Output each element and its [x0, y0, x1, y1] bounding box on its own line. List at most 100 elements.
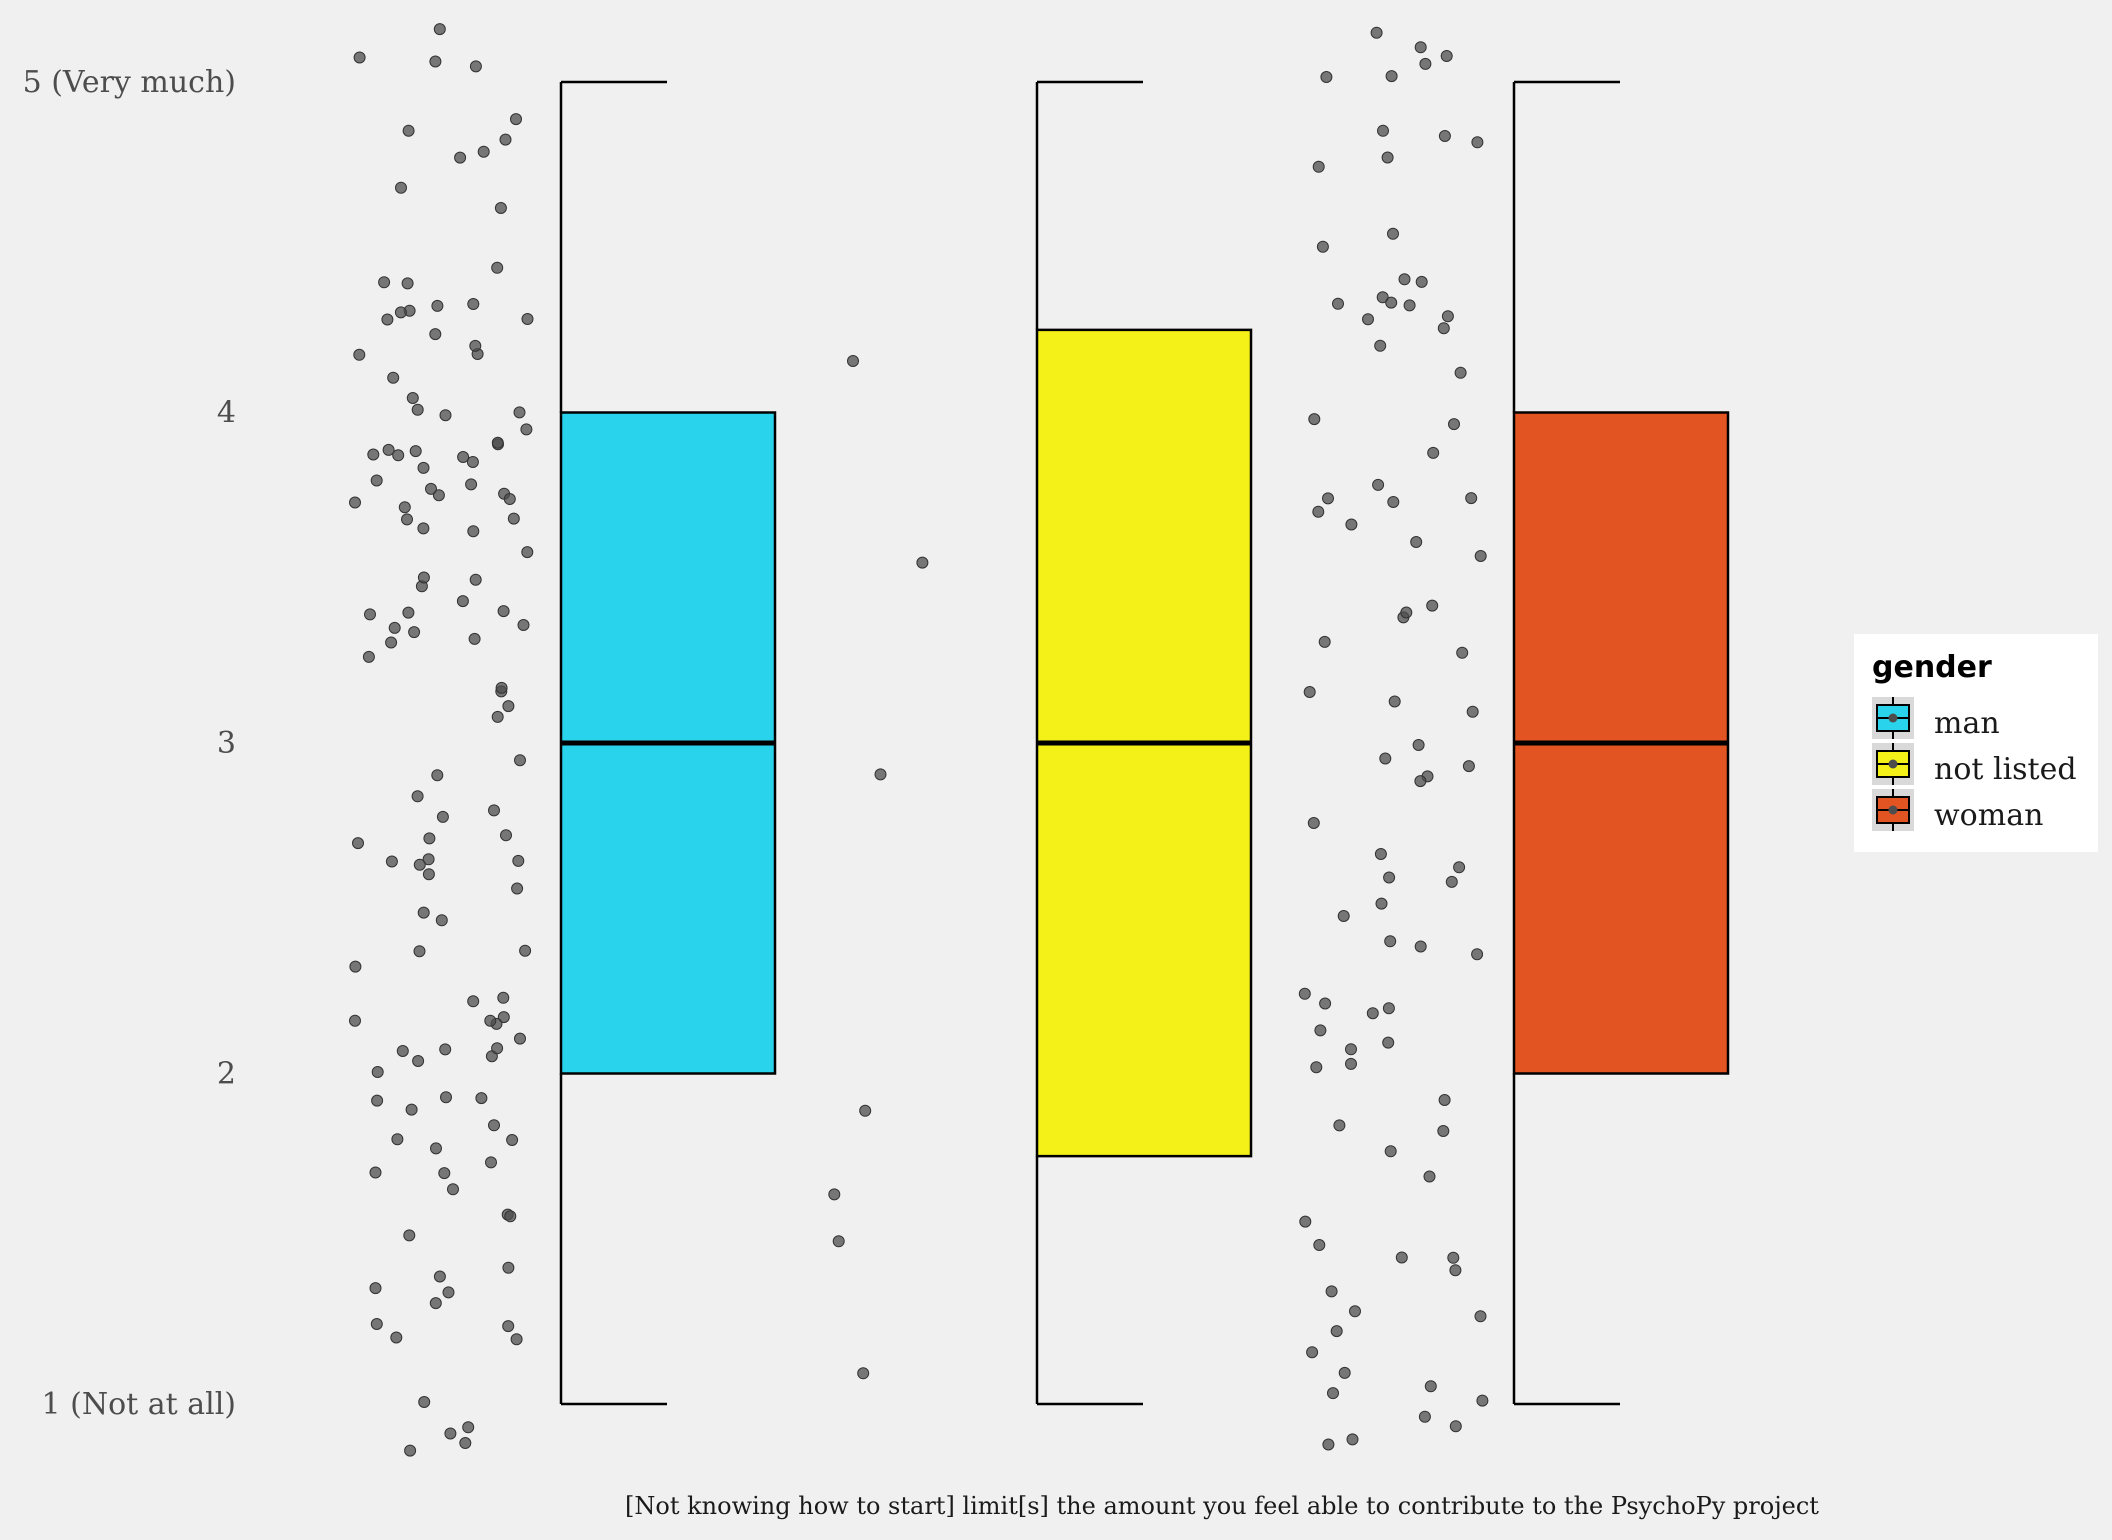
jitter-point-woman — [1379, 752, 1392, 765]
jitter-point-woman — [1385, 296, 1398, 309]
jitter-point-man — [417, 906, 430, 919]
legend-key-not-listed — [1872, 743, 1914, 785]
jitter-point-man — [467, 298, 480, 310]
jitter-point-woman — [1385, 70, 1398, 83]
jitter-point-man — [520, 423, 533, 436]
legend-key-woman — [1872, 789, 1914, 831]
jitter-point-man — [510, 1333, 523, 1346]
jitter-point-man — [370, 474, 383, 487]
jitter-point-man — [485, 1156, 497, 1169]
jitter-point-woman — [1325, 1285, 1338, 1298]
jitter-point-man — [514, 1032, 526, 1045]
jitter-point-man — [519, 944, 532, 957]
jitter-point-man — [432, 489, 445, 502]
jitter-point-man — [506, 1134, 519, 1146]
jitter-point-man — [404, 1444, 417, 1457]
jitter-point-woman — [1366, 1007, 1379, 1020]
jitter-point-man — [488, 1119, 500, 1132]
jitter-point-not-listed — [832, 1235, 845, 1248]
jitter-point-man — [513, 406, 526, 419]
jitter-point-woman — [1449, 1420, 1462, 1433]
jitter-point-man — [512, 854, 525, 867]
jitter-point-man — [502, 1261, 515, 1274]
jitter-point-woman — [1410, 536, 1423, 548]
jitter-point-woman — [1438, 1094, 1451, 1106]
jitter-point-man — [477, 145, 490, 158]
jitter-point-man — [457, 451, 470, 463]
jitter-point-man — [442, 1286, 455, 1299]
jitter-point-man — [456, 595, 469, 608]
jitter-point-man — [395, 181, 407, 194]
jitter-point-woman — [1362, 313, 1374, 326]
jitter-point-woman — [1384, 1145, 1397, 1158]
jitter-point-woman — [1474, 550, 1487, 562]
jitter-point-man — [439, 409, 452, 422]
jitter-point-man — [484, 1014, 497, 1027]
jitter-point-woman — [1471, 136, 1484, 149]
jitter-point-man — [465, 478, 478, 491]
jitter-point-man — [467, 995, 480, 1008]
legend-key-man — [1872, 697, 1914, 739]
jitter-point-woman — [1403, 299, 1416, 312]
jitter-point-man — [430, 1142, 442, 1155]
jitter-point-man — [436, 810, 449, 823]
jitter-point-man — [431, 769, 444, 782]
jitter-point-woman — [1414, 940, 1427, 953]
jitter-point-man — [362, 650, 375, 663]
jitter-point-man — [371, 1094, 384, 1107]
jitter-point-man — [382, 443, 395, 456]
jitter-point-woman — [1337, 910, 1350, 922]
jitter-point-man — [511, 882, 524, 895]
jitter-point-woman — [1448, 418, 1460, 431]
jitter-point-woman — [1345, 1043, 1357, 1056]
jitter-point-woman — [1374, 848, 1387, 860]
jitter-point-woman — [1299, 1215, 1312, 1228]
jitter-point-woman — [1316, 240, 1329, 253]
jitter-point-man — [402, 606, 415, 619]
jitter-point-man — [411, 790, 424, 803]
jitter-point-woman — [1423, 1170, 1436, 1183]
jitter-point-woman — [1466, 705, 1479, 718]
jitter-point-man — [417, 571, 430, 584]
jitter-point-man — [507, 512, 520, 525]
jitter-point-woman — [1414, 41, 1427, 54]
jitter-point-man — [423, 832, 436, 845]
jitter-point-man — [491, 261, 504, 274]
jitter-point-man — [468, 632, 481, 645]
jitter-point-man — [454, 151, 467, 164]
jitter-point-woman — [1333, 1119, 1346, 1132]
jitter-point-man — [431, 299, 444, 312]
jitter-point-woman — [1456, 646, 1469, 659]
jitter-point-woman — [1388, 695, 1401, 708]
jitter-point-man — [369, 1166, 382, 1179]
jitter-point-woman — [1349, 1305, 1361, 1318]
jitter-point-man — [497, 605, 510, 618]
jitter-point-woman — [1298, 987, 1311, 1000]
jitter-point-man — [433, 1270, 446, 1283]
jitter-point-woman — [1412, 739, 1425, 751]
jitter-point-woman — [1424, 1380, 1437, 1393]
jitter-point-woman — [1427, 446, 1440, 459]
jitter-point-woman — [1384, 935, 1397, 948]
jitter-point-man — [466, 456, 479, 468]
jitter-point-man — [491, 710, 504, 723]
jitter-point-woman — [1381, 151, 1394, 164]
jitter-point-woman — [1382, 1036, 1395, 1049]
jitter-point-woman — [1319, 997, 1332, 1010]
jitter-point-woman — [1370, 26, 1383, 39]
jitter-point-woman — [1322, 492, 1334, 505]
jitter-point-man — [438, 1167, 451, 1180]
jitter-point-man — [504, 1210, 517, 1223]
y-tick-label-1: 1 (Not at all) — [42, 1387, 237, 1422]
jitter-point-man — [469, 339, 482, 352]
jitter-point-man — [429, 55, 442, 68]
jitter-point-man — [521, 313, 534, 325]
jitter-point-man — [429, 328, 442, 341]
jitter-points — [349, 23, 1489, 1457]
jitter-point-woman — [1306, 1346, 1319, 1359]
jitter-point-man — [435, 914, 448, 927]
jitter-point-woman — [1426, 599, 1439, 612]
jitter-point-woman — [1303, 686, 1316, 698]
jitter-point-woman — [1374, 339, 1387, 352]
